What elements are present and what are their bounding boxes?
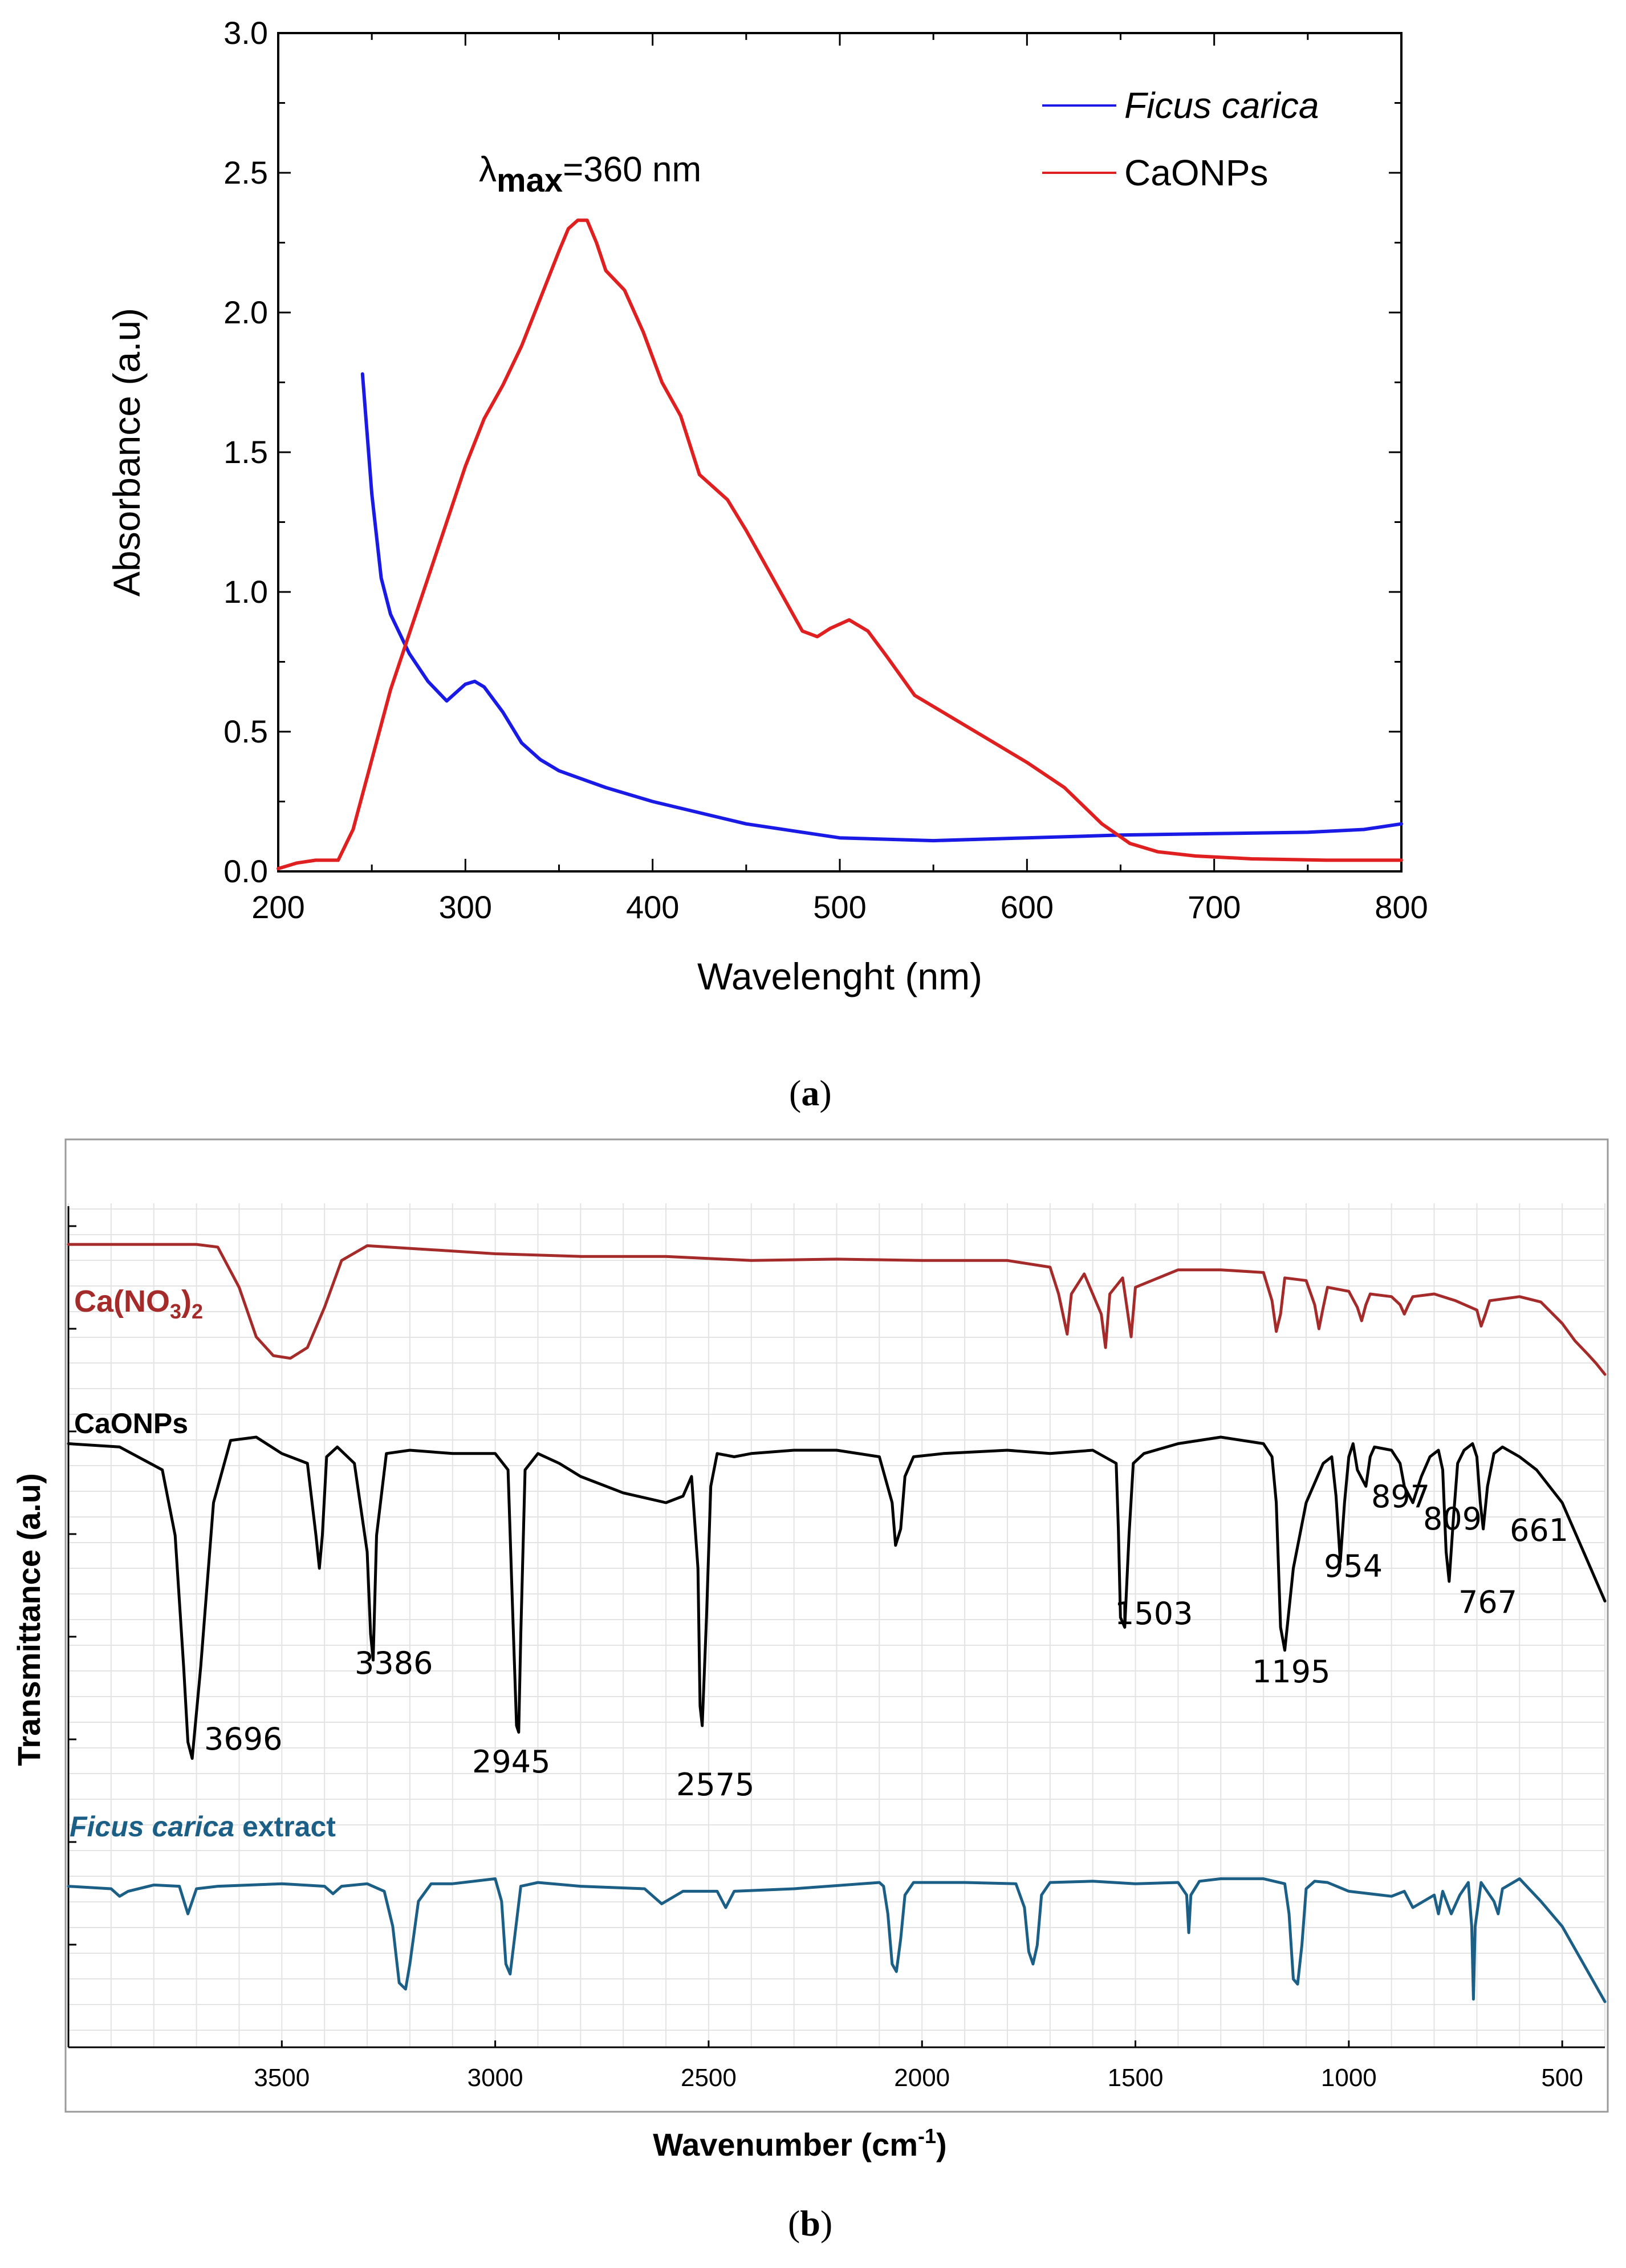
uv-x-tick-label: 600	[1001, 889, 1054, 925]
uv-vis-background	[0, 0, 1626, 1141]
ftir-series-line-caonps	[67, 1435, 1607, 1760]
ftir-series-line-ficus-carica-extract	[67, 1877, 1607, 2003]
uv-vis-legend: Ficus carica CaONPs	[1042, 85, 1319, 193]
uv-x-tick-label: 300	[439, 889, 492, 925]
ftir-x-tick-labels: 3500 3000 2500 2000 1500 1000 500	[254, 2064, 1583, 2092]
ftir-x-tick-label: 1500	[1108, 2064, 1164, 2092]
label-ca-no3: Ca(NO3)2	[74, 1284, 203, 1323]
uv-x-tick-label: 500	[813, 889, 866, 925]
ftir-y-tick-marks	[68, 1225, 1563, 2047]
uv-x-tick-label: 400	[626, 889, 679, 925]
lambda-max-subscript: max	[497, 162, 563, 199]
ftir-grid	[68, 1203, 1605, 2047]
peak-label-1195: 1195	[1252, 1654, 1330, 1690]
uv-y-tick-label: 1.5	[223, 434, 268, 470]
lambda-max-annotation: λmax=360 nm	[479, 150, 701, 199]
lambda-symbol: λ	[479, 150, 497, 189]
uv-y-tick-label: 3.0	[223, 15, 268, 51]
label-caonps-ftir: CaONPs	[74, 1407, 188, 1439]
ftir-chart: 3500 3000 2500 2000 1500 1000 500 Ca(NO3)2 CaO…	[11, 1138, 1609, 2162]
ftir-x-tick-label: 1000	[1321, 2064, 1377, 2092]
ftir-series-lines	[67, 1243, 1607, 2003]
peak-label-3386: 3386	[355, 1645, 433, 1681]
ftir-y-axis-label: Transmittance (a.u)	[11, 1473, 47, 1766]
uv-y-tick-label: 0.0	[223, 853, 268, 889]
peak-label-809: 809	[1423, 1501, 1482, 1537]
ftir-x-axis-label: Wavenumber (cm-1)	[653, 2124, 946, 2162]
uv-x-tick-label: 800	[1375, 889, 1428, 925]
peak-label-2575: 2575	[676, 1767, 754, 1803]
ftir-x-tick-label: 2500	[681, 2064, 737, 2092]
ftir-x-tick-label: 3000	[468, 2064, 523, 2092]
uv-x-tick-label: 700	[1188, 889, 1241, 925]
uv-y-tick-label: 1.0	[223, 574, 268, 610]
peak-label-661: 661	[1510, 1512, 1568, 1548]
legend-ficus-carica-label: Ficus carica	[1124, 85, 1319, 126]
legend-caonps-label: CaONPs	[1124, 152, 1269, 193]
ftir-x-tick-label: 3500	[254, 2064, 310, 2092]
peak-label-3696: 3696	[204, 1721, 282, 1757]
uv-vis-series-lines	[277, 218, 1403, 871]
uv-series-line-caonps	[277, 218, 1403, 871]
lambda-max-value: =360 nm	[563, 150, 701, 189]
uv-vis-x-axis-label: Wavelenght (nm)	[697, 955, 982, 997]
uv-y-tick-label: 0.5	[223, 713, 268, 749]
ftir-outer-frame	[64, 1138, 1609, 2113]
uv-y-tick-label: 2.5	[223, 155, 268, 190]
uv-series-line-ficus-carica	[360, 372, 1403, 843]
peak-label-954: 954	[1324, 1548, 1383, 1584]
uv-x-tick-label: 200	[251, 889, 304, 925]
uv-vis-y-axis-label: Absorbance (a.u)	[105, 308, 148, 597]
peak-label-897: 897	[1371, 1479, 1430, 1515]
ftir-x-tick-label: 500	[1541, 2064, 1583, 2092]
label-ficus-extract: Ficus carica extract	[70, 1811, 336, 1843]
uv-vis-y-tick-labels: 0.0 0.5 1.0 1.5 2.0 2.5 3.0	[223, 15, 268, 889]
peak-label-1503: 1503	[1115, 1596, 1193, 1632]
peak-label-767: 767	[1458, 1584, 1517, 1620]
peak-labels: 3696 3386 2945 2575 1503 1195 954 897 80…	[204, 1479, 1568, 1803]
uv-y-tick-label: 2.0	[223, 294, 268, 330]
peak-label-2945: 2945	[472, 1744, 550, 1780]
ftir-series-line-ca-no3	[67, 1243, 1607, 1376]
uv-vis-chart: 200 300 400 500 600 700 800 0.0 0.5 1.0 1.5 2.0 2.5…	[0, 0, 1626, 1141]
uv-vis-tick-marks	[277, 32, 1403, 873]
caption-b: (b)	[788, 2203, 833, 2243]
caption-a: (a)	[789, 1073, 832, 1113]
uv-vis-x-tick-labels: 200 300 400 500 600 700 800	[251, 889, 1428, 925]
ftir-x-tick-label: 2000	[894, 2064, 950, 2092]
